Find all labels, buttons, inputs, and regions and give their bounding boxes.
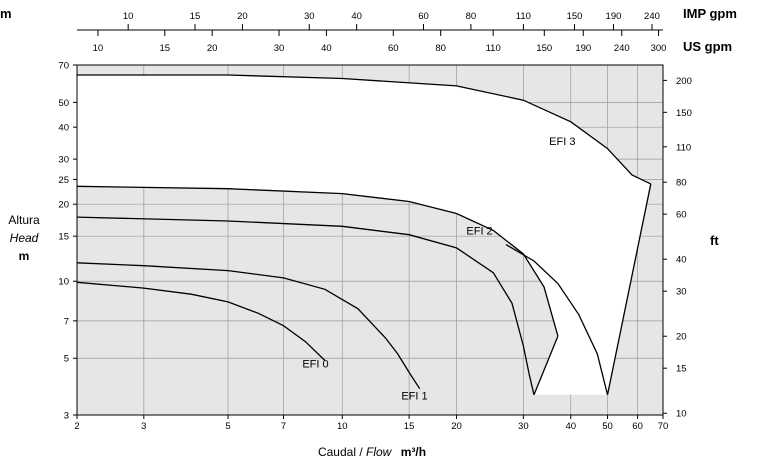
us-tick-label: 10 <box>93 43 104 54</box>
us-tick-label: 40 <box>321 43 332 54</box>
imp-tick-label: 240 <box>644 11 660 22</box>
curve-efi-0 <box>76 281 326 361</box>
imp-tick-label: 110 <box>516 11 531 22</box>
curve-label-efi-2: EFI 2 <box>466 226 492 238</box>
right-tick-label: 30 <box>676 287 687 298</box>
x-axis-ticks: 2 3 5 7 10 15 20 30 40 50 60 70 <box>74 415 668 432</box>
curve-labels: EFI 0 EFI 1 EFI 2 EFI 3 <box>302 136 575 402</box>
plot-frame <box>76 64 664 416</box>
curve-efi-1 <box>76 262 421 390</box>
curve-envelope-5 <box>505 244 609 395</box>
right-tick-label: 20 <box>676 332 687 343</box>
imp-tick-label: 10 <box>123 11 134 22</box>
right-tick-label: 150 <box>676 108 692 119</box>
x-axis-unit: m³/h <box>401 445 426 459</box>
x-tick-label: 15 <box>404 421 415 432</box>
us-tick-label: 300 <box>651 43 667 54</box>
us-tick-label: 30 <box>274 43 285 54</box>
curve-closing-line <box>606 183 652 395</box>
curve-efi-2 <box>76 216 530 373</box>
imp-tick-label: 40 <box>351 11 362 22</box>
right-tick-label: 60 <box>676 210 687 221</box>
right-tick-label: 200 <box>676 76 692 87</box>
us-tick-label: 110 <box>486 43 501 54</box>
y-axis-ticks: 3 5 7 10 15 20 25 30 40 50 70 <box>58 61 77 422</box>
x-axis-title: Caudal / Flow m³/h <box>318 445 426 459</box>
curve-band <box>77 75 651 395</box>
y-tick-label: 30 <box>58 155 69 166</box>
imp-tick-label: 190 <box>606 11 622 22</box>
right-tick-label: 110 <box>676 142 691 153</box>
x-tick-label: 50 <box>602 421 613 432</box>
y-tick-label: 5 <box>64 354 69 365</box>
x-tick-label: 10 <box>337 421 348 432</box>
y-axis-label-line2: Head <box>10 231 39 245</box>
y-tick-label: 7 <box>64 316 69 327</box>
imp-tick-label: 15 <box>190 11 201 22</box>
x-axis-prefix: Caudal / <box>318 445 366 459</box>
y-tick-label: 40 <box>58 123 69 134</box>
curve-closing-line <box>533 335 559 395</box>
curve-lines <box>76 74 652 395</box>
y-tick-label: 3 <box>64 411 69 422</box>
y-axis-label-line1: Altura <box>8 213 40 227</box>
us-tick-label: 240 <box>614 43 630 54</box>
curve-envelope-4 <box>76 185 559 337</box>
us-tick-label: 150 <box>536 43 552 54</box>
right-axis-unit: ft <box>710 233 719 248</box>
imp-tick-label: 150 <box>567 11 583 22</box>
x-tick-label: 70 <box>658 421 669 432</box>
x-tick-label: 60 <box>632 421 643 432</box>
curve-closing-line <box>528 372 535 395</box>
right-tick-label: 15 <box>676 364 687 375</box>
y-tick-label: 15 <box>58 232 69 243</box>
imp-gpm-unit: IMP gpm <box>683 6 737 21</box>
x-tick-label: 3 <box>141 421 146 432</box>
x-tick-label: 7 <box>281 421 286 432</box>
x-tick-label: 2 <box>74 421 79 432</box>
right-axis-ticks: 10 15 20 30 40 60 80 110 150 200 <box>663 76 692 420</box>
right-tick-label: 40 <box>676 255 687 266</box>
curve-label-efi-3: EFI 3 <box>549 136 575 148</box>
curve-efi-3 <box>77 74 652 185</box>
x-tick-label: 40 <box>565 421 576 432</box>
curve-label-efi-1: EFI 1 <box>401 390 427 402</box>
right-tick-label: 10 <box>676 409 687 420</box>
y-tick-label: 10 <box>58 277 69 288</box>
us-tick-label: 190 <box>575 43 591 54</box>
corner-label: m <box>0 6 12 21</box>
y-tick-label: 70 <box>58 61 69 72</box>
us-tick-label: 80 <box>435 43 446 54</box>
imp-tick-label: 20 <box>237 11 248 22</box>
us-gpm-unit: US gpm <box>683 39 732 54</box>
y-tick-label: 50 <box>58 98 69 109</box>
y-axis-label-line3: m <box>19 249 30 263</box>
x-tick-label: 5 <box>225 421 230 432</box>
us-tick-label: 15 <box>159 43 170 54</box>
curve-band-fill <box>77 75 651 395</box>
imp-tick-label: 60 <box>418 11 429 22</box>
y-tick-label: 20 <box>58 200 69 211</box>
us-tick-label: 20 <box>207 43 218 54</box>
us-gpm-ticks: 10 15 20 30 40 60 80 110 150 190 240 300 <box>93 30 667 54</box>
curve-label-efi-0: EFI 0 <box>302 359 328 371</box>
imp-gpm-ticks: 10 15 20 30 40 60 80 110 150 190 240 <box>123 11 660 30</box>
imp-tick-label: 30 <box>304 11 315 22</box>
x-tick-label: 30 <box>518 421 529 432</box>
imp-tick-label: 80 <box>466 11 477 22</box>
right-tick-label: 80 <box>676 178 687 189</box>
x-axis-italic: Flow <box>366 445 393 459</box>
us-tick-label: 60 <box>388 43 399 54</box>
x-tick-label: 20 <box>451 421 462 432</box>
y-tick-label: 25 <box>58 175 69 186</box>
